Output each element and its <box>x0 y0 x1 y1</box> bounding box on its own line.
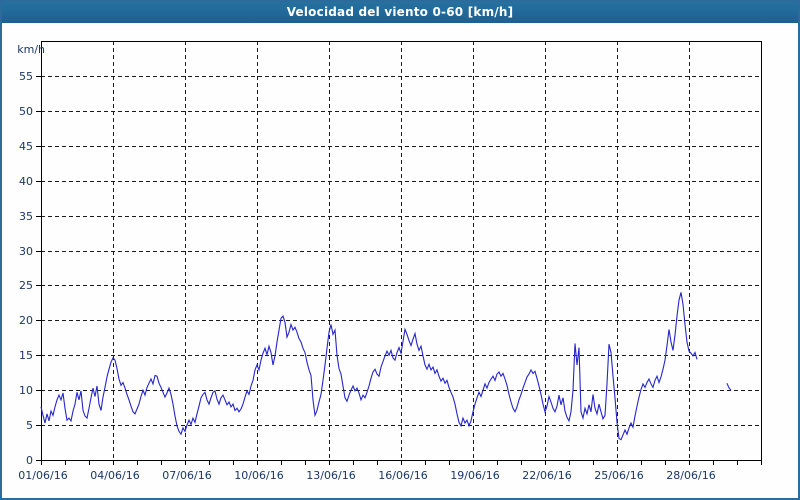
y-tick-label-5: 5 <box>26 419 33 432</box>
x-tick-label-07/06/16: 07/06/16 <box>162 469 211 482</box>
y-tick-label-30: 30 <box>19 245 33 258</box>
chart-title: Velocidad del viento 0-60 [km/h] <box>286 5 514 19</box>
y-tick-label-0: 0 <box>26 454 33 467</box>
wind-speed-kmh-late-fragment-line <box>726 382 732 391</box>
y-unit-label: km/h <box>17 43 45 56</box>
x-tick-label-19/06/16: 19/06/16 <box>450 469 499 482</box>
y-tick-label-50: 50 <box>19 105 33 118</box>
y-tick-label-55: 55 <box>19 70 33 83</box>
y-tick-label-10: 10 <box>19 384 33 397</box>
x-tick-label-04/06/16: 04/06/16 <box>90 469 139 482</box>
x-tick-label-28/06/16: 28/06/16 <box>666 469 715 482</box>
chart-canvas: 0 5 10 15 20 25 30 35 40 45 50 55 01/06/16 04/06/16 07… <box>17 41 762 482</box>
x-tick-label-13/06/16: 13/06/16 <box>306 469 355 482</box>
y-tick-label-20: 20 <box>19 314 33 327</box>
y-tick-label-40: 40 <box>19 175 33 188</box>
x-tick-label-25/06/16: 25/06/16 <box>594 469 643 482</box>
wind-speed-kmh-line <box>40 292 698 441</box>
y-tick-label-45: 45 <box>19 140 33 153</box>
x-tick-label-01/06/16: 01/06/16 <box>18 469 67 482</box>
y-tick-label-15: 15 <box>19 349 33 362</box>
chart-title-bar: Velocidad del viento 0-60 [km/h] <box>2 2 798 23</box>
x-tick-label-10/06/16: 10/06/16 <box>234 469 283 482</box>
x-tick-label-22/06/16: 22/06/16 <box>522 469 571 482</box>
y-tick-label-25: 25 <box>19 279 33 292</box>
x-tick-label-16/06/16: 16/06/16 <box>378 469 427 482</box>
plot-border <box>41 41 762 461</box>
y-tick-label-35: 35 <box>19 210 33 223</box>
